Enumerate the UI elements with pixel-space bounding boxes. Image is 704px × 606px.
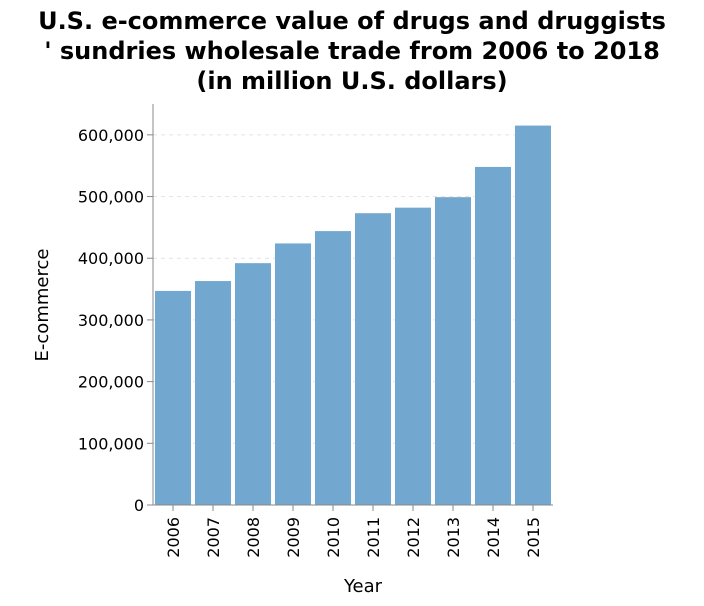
x-tick-label: 2014	[484, 517, 503, 558]
axes	[152, 104, 553, 506]
bar-2009	[275, 243, 311, 505]
x-tick-label: 2012	[404, 517, 423, 558]
bar-2012	[395, 207, 431, 506]
bar-2008	[235, 263, 271, 505]
y-tick-label: 0	[134, 496, 144, 515]
y-axis-title: E-commerce	[32, 249, 53, 362]
y-tick-label: 600,000	[78, 126, 144, 145]
x-tick-label: 2009	[284, 517, 303, 558]
chart-title-line-1: U.S. e-commerce value of drugs and drugg…	[38, 7, 666, 35]
x-tick-label: 2011	[364, 517, 383, 558]
chart-title-line-3: (in million U.S. dollars)	[196, 67, 507, 95]
bar-2007	[195, 281, 231, 505]
y-axis-ticks: 0 100,000 200,000 300,000 400,000 500,000 600,…	[78, 126, 153, 515]
y-tick-label: 400,000	[78, 249, 144, 268]
chart-title: U.S. e-commerce value of drugs and drugg…	[38, 7, 666, 95]
x-tick-label: 2013	[444, 517, 463, 558]
x-tick-label: 2015	[524, 517, 543, 558]
chart-title-line-2: ' sundries wholesale trade from 2006 to …	[44, 37, 660, 65]
x-tick-label: 2010	[324, 517, 343, 558]
y-tick-label: 300,000	[78, 311, 144, 330]
y-tick-label: 200,000	[78, 373, 144, 392]
y-tick-label: 500,000	[78, 188, 144, 207]
x-axis-ticks: 2006 2007 2008 2009 2010 2011 2012 2013 2014 2015	[164, 505, 543, 558]
bar-2010	[315, 231, 351, 505]
bar-2011	[355, 213, 391, 506]
x-tick-label: 2008	[244, 517, 263, 558]
x-tick-label: 2007	[204, 517, 223, 558]
bars	[155, 125, 551, 506]
bar-2015	[515, 125, 551, 505]
x-axis-title: Year	[343, 576, 383, 597]
bar-2013	[435, 197, 471, 505]
y-tick-label: 100,000	[78, 434, 144, 453]
x-tick-label: 2006	[164, 517, 183, 558]
bar-2014	[475, 166, 511, 505]
bar-2006	[155, 290, 191, 505]
